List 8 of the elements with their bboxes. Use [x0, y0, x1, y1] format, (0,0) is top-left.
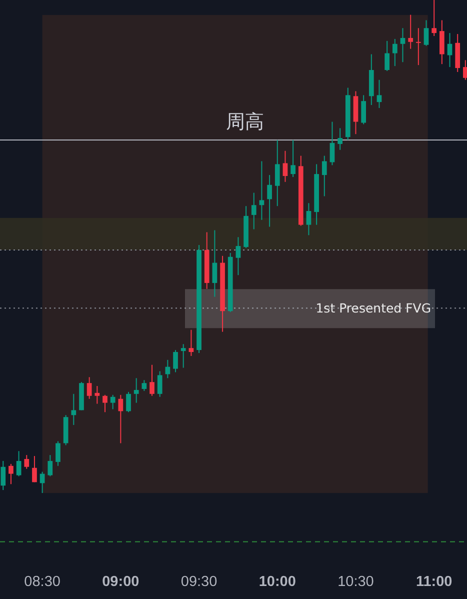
x-tick-label: 10:00 — [258, 574, 296, 590]
x-tick-label: 10:30 — [338, 574, 374, 590]
x-tick-label: 09:30 — [180, 574, 218, 590]
x-tick-label: 11:00 — [416, 574, 452, 590]
x-tick-label: 08:30 — [24, 574, 60, 590]
ref-line-label: 1st Presented FVG — [316, 300, 431, 316]
ref-line-label: 周高 — [226, 111, 264, 134]
x-tick-label: 09:00 — [102, 574, 140, 590]
